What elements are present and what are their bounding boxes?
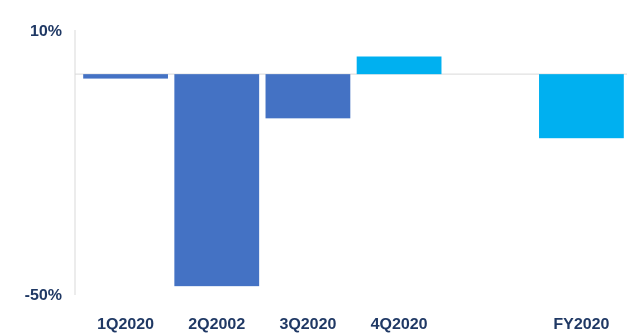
category-label-fy2020: FY2020 [553, 316, 609, 333]
bar-3q2020 [265, 74, 351, 119]
category-labels-group: 1Q2020 2Q2002 3Q2020 4Q2020 FY2020 [97, 316, 609, 333]
y-tick-label-bottom: -50% [25, 287, 62, 304]
y-tick-label-top: 10% [30, 23, 62, 40]
bar-1q2020 [83, 74, 168, 79]
category-label-2q2002: 2Q2002 [188, 316, 245, 333]
bar-4q2020 [356, 56, 442, 75]
category-label-3q2020: 3Q2020 [279, 316, 336, 333]
category-label-1q2020: 1Q2020 [97, 316, 154, 333]
bars-group [83, 56, 624, 287]
bar-fy2020 [539, 74, 624, 139]
bar-2q2002 [174, 74, 260, 287]
category-label-4q2020: 4Q2020 [371, 316, 428, 333]
